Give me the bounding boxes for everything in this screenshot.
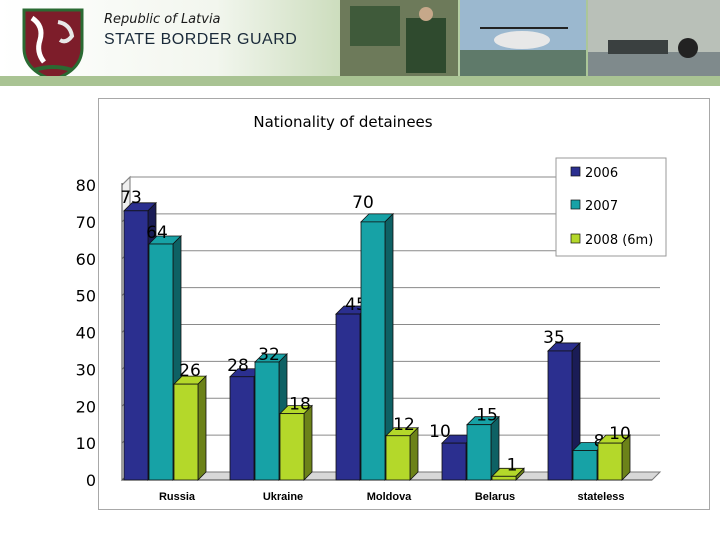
- photo-officers: [340, 0, 458, 80]
- x-category-label: Ukraine: [263, 491, 303, 503]
- bar: [254, 361, 280, 481]
- x-category-label: Moldova: [367, 491, 412, 503]
- legend-swatch: [570, 233, 581, 244]
- y-tick-label: 80: [76, 176, 96, 195]
- header-band: [0, 76, 720, 86]
- bar: [173, 383, 199, 481]
- y-tick-label: 20: [76, 397, 96, 416]
- legend-label: 2006: [585, 166, 618, 181]
- legend-swatch: [570, 166, 581, 177]
- bar: [466, 424, 492, 481]
- x-category-label: Russia: [159, 491, 196, 503]
- bar-side: [409, 426, 419, 481]
- bar-side: [197, 375, 207, 481]
- y-tick-label: 40: [76, 324, 96, 343]
- y-tick-label: 70: [76, 213, 96, 232]
- photo-vehicles: [588, 0, 720, 80]
- country-name: Republic of Latvia: [104, 12, 221, 27]
- x-category-label: stateless: [577, 491, 624, 503]
- header-banner: Republic of Latvia STATE BORDER GUARD: [0, 0, 720, 86]
- y-tick-label: 50: [76, 287, 96, 306]
- bar: [229, 376, 255, 481]
- bar: [123, 210, 149, 481]
- y-tick-label: 30: [76, 360, 96, 379]
- bar: [385, 435, 411, 481]
- legend-label: 2008 (6m): [585, 233, 653, 248]
- bar: [360, 221, 386, 481]
- data-label: 18: [289, 395, 311, 415]
- data-label: 15: [476, 406, 498, 426]
- data-label: 64: [146, 223, 168, 243]
- bar: [597, 442, 623, 481]
- agency-name: STATE BORDER GUARD: [104, 31, 298, 48]
- bar: [148, 243, 174, 481]
- y-tick-label: 60: [76, 250, 96, 269]
- bar: [335, 313, 361, 481]
- x-category-label: Belarus: [475, 491, 515, 503]
- data-label: 12: [393, 415, 415, 435]
- data-label: 1: [507, 455, 518, 475]
- photo-helicopter: [460, 0, 586, 80]
- bar: [441, 442, 467, 481]
- data-label: 70: [352, 193, 374, 213]
- bar: [491, 475, 517, 481]
- data-label: 10: [609, 424, 631, 444]
- bar: [572, 450, 598, 481]
- data-label: 32: [258, 345, 280, 365]
- legend-label: 2007: [585, 199, 618, 214]
- y-tick-label: 10: [76, 434, 96, 453]
- bar-side: [303, 404, 313, 481]
- bar: [279, 413, 305, 481]
- data-label: 26: [179, 361, 201, 381]
- bar: [547, 350, 573, 481]
- chart-title: Nationality of detainees: [253, 113, 433, 131]
- data-label: 73: [120, 188, 142, 208]
- y-tick-label: 0: [86, 471, 96, 490]
- data-label: 8: [594, 432, 605, 452]
- gridline: [121, 176, 660, 186]
- data-label: 10: [429, 422, 451, 442]
- data-label: 28: [227, 356, 249, 376]
- data-label: 35: [543, 328, 565, 348]
- legend-swatch: [570, 199, 581, 210]
